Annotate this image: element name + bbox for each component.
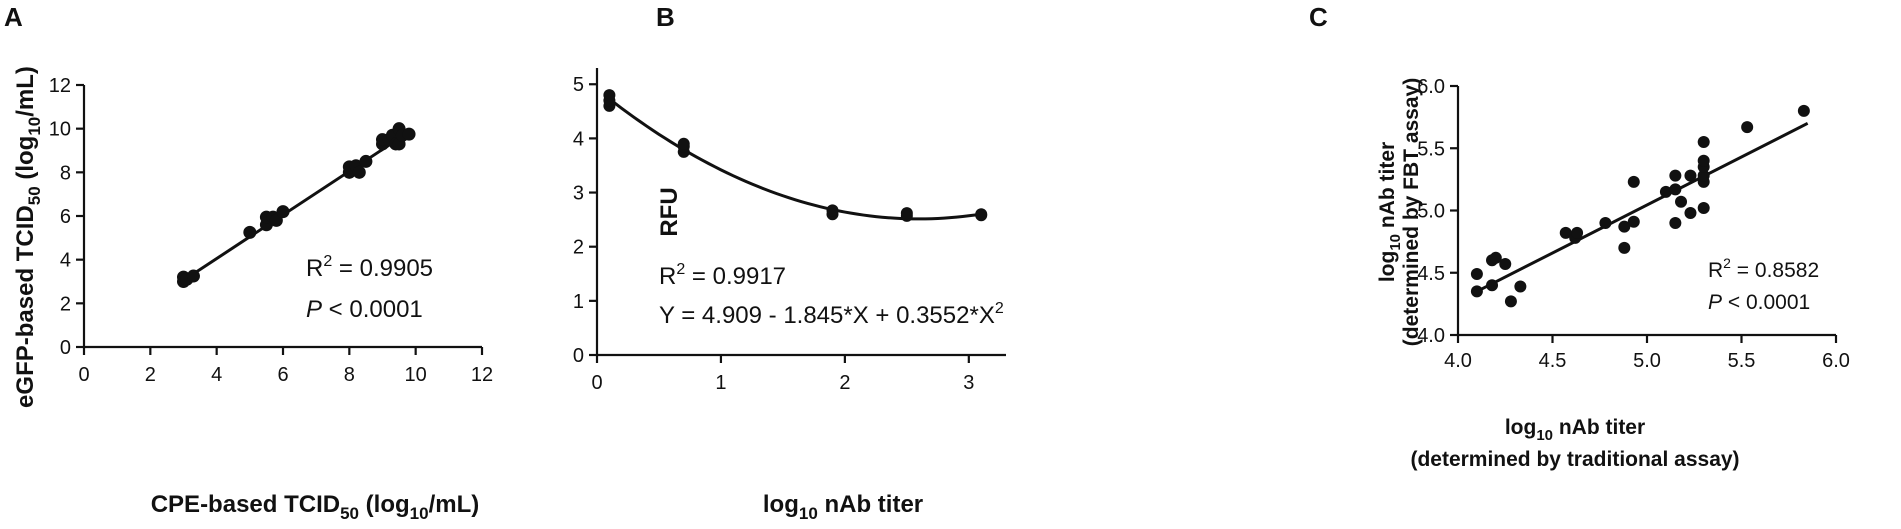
panel-a-x-tick-label: 10: [405, 364, 427, 386]
panel-a-x-tick-label: 0: [78, 364, 89, 386]
panel-b-plot: 0 1 2 3 0 1 2 3 4 5: [573, 68, 1006, 394]
panel-b-y-tick-label: 2: [573, 237, 584, 259]
panel-c-data-point: [1797, 104, 1810, 117]
panel-b-fit-line: [608, 97, 982, 221]
panel-c-plot: 4.0 4.5 5.0 5.5 6.0 4.0 4.5 5.0 5.5 6.0: [1417, 76, 1850, 372]
panel-a-data-point: [352, 165, 366, 179]
panel-c-data-point: [1697, 169, 1710, 182]
panel-a-y-tick-label: 4: [60, 250, 71, 272]
panel-a-r2-annotation: R2 = 0.9905: [306, 253, 433, 282]
panel-c-data-point: [1489, 251, 1502, 264]
panel-c-x-tick-label: 6.0: [1822, 350, 1850, 372]
panel-c-data-point: [1684, 169, 1697, 182]
panel-c-data-point: [1669, 169, 1682, 182]
panel-c-y-tick-label: 5.0: [1417, 201, 1445, 223]
panel-a-x-tick-label: 8: [344, 364, 355, 386]
panel-a-y-tick-label: 12: [49, 75, 71, 97]
panel-a-y-axis-label: eGFP-based TCID50 (log10/mL): [12, 66, 44, 408]
panel-letter-b: B: [656, 2, 675, 32]
panel-c-x-axis-label-2: (determined by traditional assay): [1410, 448, 1739, 471]
panel-c-x-tick-label: 5.0: [1633, 350, 1661, 372]
panel-a-data-point: [359, 154, 373, 168]
panel-c-y-tick-label: 4.5: [1417, 263, 1445, 285]
panel-c-y-tick-label: 6.0: [1417, 76, 1445, 98]
panel-b-y-tick-label: 5: [573, 74, 584, 96]
panel-c-y-tick-label: 5.5: [1417, 138, 1445, 160]
panel-c-data-point: [1669, 216, 1682, 229]
panel-c-data-point: [1514, 280, 1527, 293]
panel-a-y-tick-label: 10: [49, 119, 71, 141]
panel-c-data-point: [1659, 185, 1672, 198]
panel-letter-a: A: [4, 2, 23, 32]
panel-c-fit-line: [1476, 122, 1809, 293]
panel-b-x-axis-label: log10 nAb titer: [763, 491, 923, 523]
panel-a-plot: 0 2 4 6 8 10 12 0 2 4 6 8 10 12: [49, 75, 493, 386]
panel-b-data-point: [900, 207, 913, 220]
panel-b-r2-annotation: R2 = 0.9917: [659, 261, 786, 290]
panel-c-data-point: [1627, 215, 1640, 228]
panel-c-data-point: [1571, 226, 1584, 239]
panel-a-data-point: [276, 205, 290, 219]
panel-b-x-tick-label: 0: [591, 372, 602, 394]
panel-c-x-tick-label: 5.5: [1728, 350, 1756, 372]
panel-b-y-tick-label: 1: [573, 291, 584, 313]
panel-a-x-tick-label: 4: [211, 364, 222, 386]
panel-a-data-point: [243, 225, 257, 239]
panel-c-data-point: [1499, 258, 1512, 271]
panel-a-x-tick-label: 12: [471, 364, 493, 386]
panel-c-p-annotation: P < 0.0001: [1708, 291, 1810, 314]
panel-c-r2-annotation: R2 = 0.8582: [1708, 255, 1819, 282]
panel-b-y-axis-label: RFU: [656, 187, 683, 236]
panel-c-data-point: [1470, 267, 1483, 280]
panel-a-p-annotation: P < 0.0001: [306, 296, 423, 323]
panel-c-data-point: [1618, 220, 1631, 233]
panel-c-data-point: [1697, 154, 1710, 167]
panel-c-data-point: [1470, 285, 1483, 298]
panel-a-x-tick-label: 2: [145, 364, 156, 386]
panel-b-x-tick-label: 2: [839, 372, 850, 394]
panel-b-data-point: [975, 208, 988, 221]
panel-c-data-point: [1669, 183, 1682, 196]
panel-c-data-point: [1684, 206, 1697, 219]
panel-b-y-tick-label: 4: [573, 128, 584, 150]
panel-b-data-point: [677, 137, 690, 150]
panel-a-x-axis-label: CPE-based TCID50 (log10/mL): [151, 491, 480, 523]
panel-c-data-point: [1697, 136, 1710, 149]
panel-a-y-tick-label: 0: [60, 337, 71, 359]
panel-b-y-tick-label: 0: [573, 345, 584, 367]
panel-c-data-point: [1627, 175, 1640, 188]
panel-c-x-tick-label: 4.0: [1444, 350, 1472, 372]
panel-c-data-point: [1675, 195, 1688, 208]
panel-b-data-point: [826, 204, 839, 217]
panel-b-y-tick-label: 3: [573, 183, 584, 205]
panel-c-data-point: [1559, 226, 1572, 239]
panel-a-fit-line: [182, 130, 410, 282]
panel-b-data-point: [603, 89, 616, 102]
panel-a-data-point: [402, 127, 416, 141]
panel-c-y-axis-label-2: (determined by FBT assay): [1400, 78, 1423, 346]
panel-a-y-tick-label: 6: [60, 206, 71, 228]
panel-a-y-tick-label: 8: [60, 162, 71, 184]
panel-b-x-tick-label: 3: [963, 372, 974, 394]
panel-c-data-point: [1486, 279, 1499, 292]
panel-c-data-point: [1741, 121, 1754, 134]
panel-c-y-tick-label: 4.0: [1417, 325, 1445, 347]
panel-c-x-tick-label: 4.5: [1539, 350, 1567, 372]
panel-c-x-axis-label: log10 nAb titer: [1505, 416, 1645, 444]
panel-b-equation-annotation: Y = 4.909 - 1.845*X + 0.3552*X2: [659, 300, 1004, 329]
panel-a-data-point: [186, 269, 200, 283]
panel-a-y-tick-label: 2: [60, 293, 71, 315]
panel-c-data-point: [1618, 241, 1631, 254]
panel-c-data-point: [1599, 216, 1612, 229]
panel-c-data-point: [1504, 295, 1517, 308]
panel-letter-c: C: [1309, 2, 1328, 32]
panel-a-x-tick-label: 6: [277, 364, 288, 386]
panel-b-x-tick-label: 1: [715, 372, 726, 394]
panel-c-data-point: [1697, 202, 1710, 215]
